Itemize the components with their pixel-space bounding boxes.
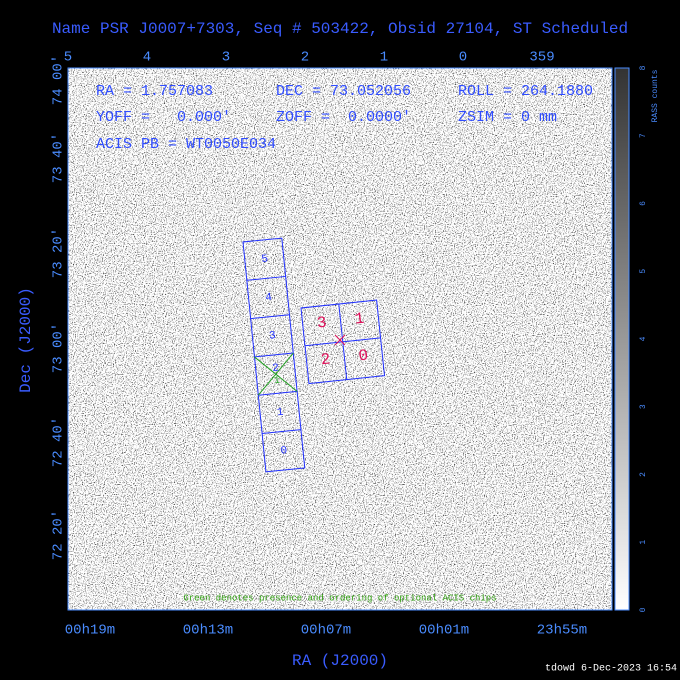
left-tick-label: 72 20' <box>51 510 67 560</box>
optional-chip-cross <box>257 352 294 396</box>
top-tick-label: 3 <box>222 50 230 66</box>
info-roll: ROLL = 264.1880 <box>458 83 593 100</box>
i-chip-label: 3 <box>316 314 327 333</box>
colorbar-tick-label: 2 <box>639 472 648 477</box>
top-tick-label: 2 <box>301 50 309 66</box>
left-tick-label: 73 20' <box>51 228 67 278</box>
chip-border <box>254 352 294 358</box>
bottom-tick-label: 23h55m <box>537 623 587 639</box>
left-tick-label: 72 40' <box>51 417 67 467</box>
i-chip-label: 0 <box>358 347 369 366</box>
s-chip-label: 5 <box>261 254 269 267</box>
left-tick-label: 74 00' <box>51 55 67 105</box>
bottom-tick-label: 00h13m <box>183 623 233 639</box>
top-tick-label: 5 <box>64 50 72 66</box>
aimpoint-line <box>334 334 346 346</box>
top-tick-label: 4 <box>143 50 151 66</box>
colorbar-tick-label: 7 <box>639 133 648 138</box>
top-tick-label: 0 <box>459 50 467 66</box>
chip-border <box>246 275 286 281</box>
bottom-tick-label: 00h07m <box>301 623 351 639</box>
chip-border <box>250 314 290 320</box>
note: Green denotes presence and ordering of o… <box>183 593 496 603</box>
s-chip-label: 3 <box>269 330 277 343</box>
info-zoff: ZOFF = 0.0000' <box>276 109 411 126</box>
s-chip-label: 2 <box>272 362 280 375</box>
i-array: 3 1 2 0 <box>300 299 386 385</box>
colorbar <box>614 67 630 611</box>
sky-image <box>68 68 612 610</box>
colorbar-tick-label: 8 <box>639 65 648 70</box>
s-chip-label: 0 <box>280 445 288 458</box>
info-yoff: YOFF = 0.000' <box>96 109 231 126</box>
i-chip-label: 1 <box>354 310 365 329</box>
colorbar-tick-label: 0 <box>639 607 648 612</box>
colorbar-tick-label: 3 <box>639 404 648 409</box>
colorbar-tick-label: 1 <box>639 540 648 545</box>
info-ra: RA = 1.757083 <box>96 83 213 100</box>
colorbar-tick-label: 5 <box>639 269 648 274</box>
s-chip-label: 1 <box>276 407 284 420</box>
s-chip-label: 4 <box>265 292 273 305</box>
optional-chip-order: 1 <box>273 376 280 388</box>
y-axis-label: Dec (J2000) <box>17 287 35 393</box>
bottom-tick-label: 00h19m <box>65 623 115 639</box>
left-tick-label: 73 00' <box>51 323 67 373</box>
title: Name PSR J0007+7303, Seq # 503422, Obsid… <box>52 20 628 38</box>
footer: tdowd 6-Dec-2023 16:54 <box>545 663 677 675</box>
chip-border <box>304 337 381 347</box>
colorbar-label: RASS counts <box>651 69 660 122</box>
left-tick-label: 73 40' <box>51 133 67 183</box>
info-acis-pb: ACIS PB = WT0050E034 <box>96 136 276 153</box>
top-tick-label: 359 <box>529 50 554 66</box>
chip-border <box>258 390 298 396</box>
colorbar-tick-label: 6 <box>639 201 648 206</box>
chip-border <box>262 429 301 435</box>
info-zsim: ZSIM = 0 mm <box>458 109 557 126</box>
x-axis-label: RA (J2000) <box>292 652 388 670</box>
bottom-tick-label: 00h01m <box>419 623 469 639</box>
plot-frame <box>67 67 613 611</box>
top-tick-label: 1 <box>380 50 388 66</box>
i-chip-label: 2 <box>320 350 331 369</box>
info-dec: DEC = 73.052056 <box>276 83 411 100</box>
aimpoint <box>334 334 346 346</box>
colorbar-tick-label: 4 <box>639 336 648 341</box>
